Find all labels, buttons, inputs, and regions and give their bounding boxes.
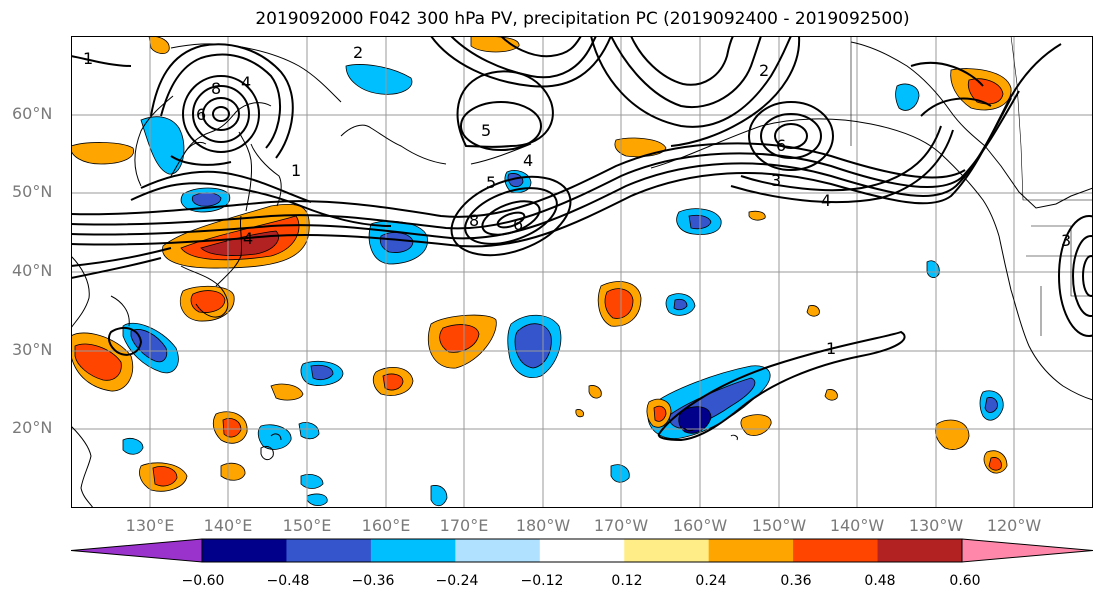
lat-label: 20°N (12, 418, 53, 437)
contour-label: 5 (486, 173, 496, 192)
contour-label: 8 (469, 211, 479, 230)
contour-label: 4 (821, 191, 831, 210)
colorbar-tick: −0.36 (351, 573, 395, 589)
contour-label: 8 (211, 79, 221, 98)
colorbar-segment (71, 539, 202, 562)
colorbar-tick: 0.24 (695, 573, 727, 589)
colorbar-segment (455, 539, 541, 562)
colorbar-tick: −0.48 (266, 573, 310, 589)
map-frame (71, 36, 1093, 508)
colorbar-segment (370, 539, 456, 562)
lat-label: 30°N (12, 340, 53, 359)
contour-label: 6 (196, 105, 206, 124)
lat-label: 50°N (12, 182, 53, 201)
contour-labels: 1 2 4 6 8 5 3 4 1 2 6 5 4 8 6 3 4 1 (83, 43, 1071, 358)
map-panel: 1 2 4 6 8 5 3 4 1 2 6 5 4 8 6 3 4 1 (71, 36, 1093, 508)
contour-label: 4 (243, 229, 253, 248)
contour-label: 3 (771, 171, 781, 190)
colorbar-right-arrow-outline (961, 538, 1093, 563)
colorbar-segment (708, 539, 794, 562)
contour-label: 6 (776, 136, 786, 155)
precipitation-shading (71, 36, 1012, 507)
map-title: 2019092000 F042 300 hPa PV, precipitatio… (255, 9, 910, 29)
contour-label: 4 (241, 73, 251, 92)
lon-label: 140°E (203, 516, 253, 535)
lon-label: 160°W (672, 516, 728, 535)
lon-label: 160°E (361, 516, 411, 535)
colorbar-tick: −0.12 (520, 573, 564, 589)
colorbar-segment (877, 539, 963, 562)
colorbar-tick: −0.60 (181, 573, 225, 589)
contour-label: 1 (291, 161, 301, 180)
lon-label: 170°E (439, 516, 489, 535)
colorbar-segment (962, 539, 1093, 562)
lat-label: 60°N (12, 104, 53, 123)
colorbar-tick: 0.60 (949, 573, 981, 589)
lon-label: 130°W (908, 516, 964, 535)
contour-label: 2 (353, 43, 363, 62)
colorbar-tick: 0.12 (611, 573, 643, 589)
colorbar-segment (202, 539, 287, 562)
colorbar-segment (793, 539, 879, 562)
colorbar-tick: 0.48 (864, 573, 896, 589)
lon-label: 130°E (125, 516, 175, 535)
graticule (71, 36, 1093, 508)
lon-label: 140°W (829, 516, 885, 535)
lon-label: 120°W (986, 516, 1042, 535)
colorbar-segment (624, 539, 710, 562)
colorbar (71, 538, 1093, 563)
lon-label: 150°E (282, 516, 332, 535)
contour-label: 4 (523, 151, 533, 170)
lat-label: 40°N (12, 261, 53, 280)
contour-label: 5 (481, 121, 491, 140)
colorbar-tick: −0.24 (435, 573, 479, 589)
colorbar-segment (539, 539, 625, 562)
pv-contours (71, 36, 1093, 442)
contour-label: 6 (513, 215, 523, 234)
coastlines (71, 41, 1093, 508)
colorbar-segment (286, 539, 372, 562)
lon-label: 170°W (593, 516, 649, 535)
contour-label: 1 (83, 49, 93, 68)
lon-label: 180°W (515, 516, 571, 535)
colorbar-tick: 0.36 (780, 573, 812, 589)
contour-label: 3 (1061, 231, 1071, 250)
political-borders (850, 36, 1093, 336)
lon-label: 150°W (751, 516, 807, 535)
contour-label: 1 (826, 339, 836, 358)
contour-label: 2 (759, 61, 769, 80)
